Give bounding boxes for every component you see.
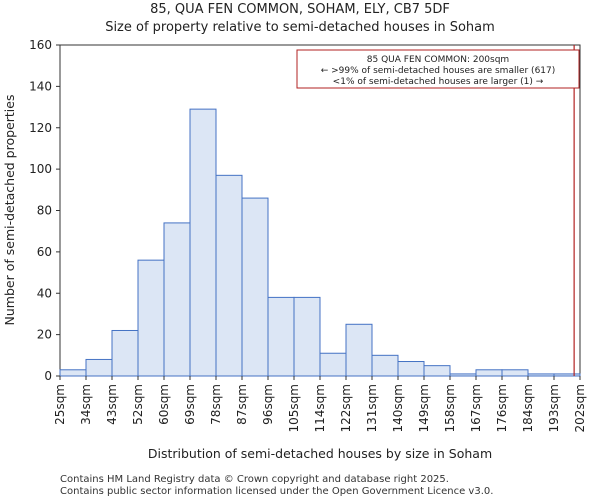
x-tick-label: 184sqm xyxy=(521,384,535,432)
annotation-line-2: ← >99% of semi-detached houses are small… xyxy=(321,66,556,76)
footer-line-1: Contains HM Land Registry data © Crown c… xyxy=(60,474,449,485)
bar-193sqm xyxy=(553,373,581,377)
y-tick-label: 140 xyxy=(29,79,52,93)
y-tick-label: 20 xyxy=(37,328,52,342)
bar-149sqm xyxy=(423,365,451,377)
y-tick-label: 80 xyxy=(37,204,52,218)
x-tick-label: 43sqm xyxy=(105,384,119,425)
bar-105sqm xyxy=(293,296,321,377)
x-tick-label: 122sqm xyxy=(339,384,353,432)
bar-184sqm xyxy=(527,373,555,377)
bar-131sqm xyxy=(371,354,399,377)
bar-114sqm xyxy=(319,352,347,377)
y-tick-label: 120 xyxy=(29,121,52,135)
bar-167sqm xyxy=(475,369,503,377)
bar-69sqm xyxy=(189,108,217,377)
y-tick-label: 0 xyxy=(44,369,52,383)
x-axis-label: Distribution of semi-detached houses by … xyxy=(148,446,492,461)
x-tick-label: 78sqm xyxy=(209,384,223,425)
x-tick-label: 25sqm xyxy=(53,384,67,425)
bar-176sqm xyxy=(501,369,529,377)
x-tick-label: 131sqm xyxy=(365,384,379,432)
x-axis: 25sqm 34sqm 43sqm 52sqm 60sqm 69sqm 78sqm 87sqm… xyxy=(53,376,587,432)
annotation-line-1: 85 QUA FEN COMMON: 200sqm xyxy=(367,55,509,65)
x-tick-label: 158sqm xyxy=(443,384,457,432)
bar-158sqm xyxy=(449,373,477,377)
x-tick-label: 114sqm xyxy=(313,384,327,432)
bar-78sqm xyxy=(215,174,243,377)
chart-title: 85, QUA FEN COMMON, SOHAM, ELY, CB7 5DF xyxy=(150,2,450,17)
x-tick-label: 149sqm xyxy=(417,384,431,432)
annotation-line-3: <1% of semi-detached houses are larger (… xyxy=(333,77,544,87)
annotation-box: 85 QUA FEN COMMON: 200sqm ← >99% of semi… xyxy=(296,49,580,89)
x-tick-label: 69sqm xyxy=(183,384,197,425)
bar-52sqm xyxy=(137,259,165,377)
x-tick-label: 87sqm xyxy=(235,384,249,425)
x-tick-label: 176sqm xyxy=(495,384,509,432)
y-tick-label: 60 xyxy=(37,245,52,259)
bar-25sqm xyxy=(59,369,87,377)
footer-line-2: Contains public sector information licen… xyxy=(60,486,493,497)
x-tick-label: 105sqm xyxy=(287,384,301,432)
bar-140sqm xyxy=(397,361,425,377)
x-tick-label: 60sqm xyxy=(157,384,171,425)
bar-34sqm xyxy=(85,358,113,377)
x-tick-label: 193sqm xyxy=(547,384,561,432)
y-axis-label: Number of semi-detached properties xyxy=(2,95,17,326)
bar-96sqm xyxy=(267,296,295,377)
bars-layer xyxy=(59,108,581,377)
y-tick-label: 160 xyxy=(29,38,52,52)
bar-60sqm xyxy=(163,222,191,377)
x-tick-label: 167sqm xyxy=(469,384,483,432)
bar-43sqm xyxy=(111,329,139,377)
annotation-frame xyxy=(296,49,580,89)
x-tick-label: 96sqm xyxy=(261,384,275,425)
bar-87sqm xyxy=(241,197,269,377)
y-tick-label: 40 xyxy=(37,286,52,300)
x-tick-label: 52sqm xyxy=(131,384,145,425)
y-axis: 0 20 40 60 80 100 120 140 160 xyxy=(29,38,60,383)
x-tick-label: 202sqm xyxy=(573,384,587,432)
chart-subtitle: Size of property relative to semi-detach… xyxy=(105,20,495,35)
bar-122sqm xyxy=(345,323,373,377)
y-tick-label: 100 xyxy=(29,162,52,176)
x-tick-label: 34sqm xyxy=(79,384,93,425)
x-tick-label: 140sqm xyxy=(391,384,405,432)
